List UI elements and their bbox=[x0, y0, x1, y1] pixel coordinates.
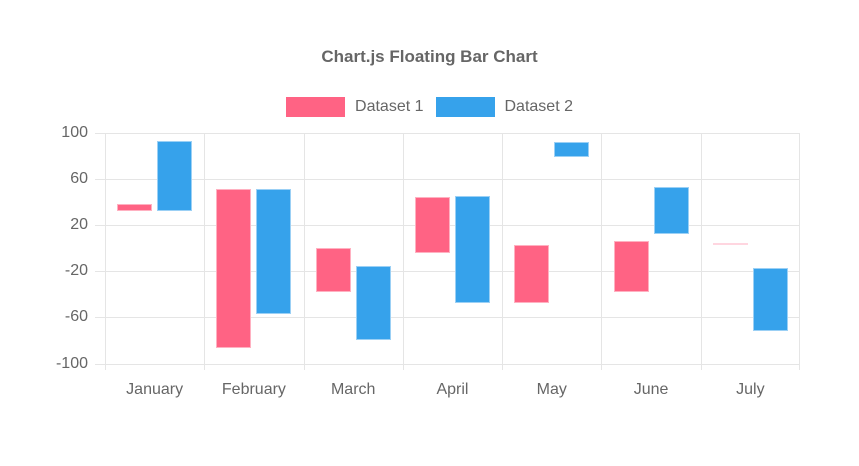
x-tick-label-january: January bbox=[126, 381, 184, 398]
bar-dataset1-july[interactable] bbox=[712, 242, 748, 245]
y-tick-label--100: -100 bbox=[55, 354, 88, 372]
y-tick-label--60: -60 bbox=[64, 308, 88, 326]
legend-swatch-dataset1 bbox=[286, 97, 346, 117]
gridline-y--20 bbox=[95, 271, 800, 273]
bar-dataset1-february[interactable] bbox=[216, 189, 252, 349]
plot-area bbox=[95, 132, 800, 370]
x-tick-label-may: May bbox=[536, 381, 567, 398]
x-tick-label-april: April bbox=[436, 381, 469, 398]
bar-dataset1-may[interactable] bbox=[514, 244, 550, 304]
bar-dataset1-march[interactable] bbox=[315, 248, 351, 292]
legend-swatch-dataset2 bbox=[435, 97, 495, 117]
legend-label-dataset1: Dataset 1 bbox=[355, 98, 424, 115]
gridline-x-3 bbox=[402, 132, 404, 370]
gridline-y-100 bbox=[95, 132, 800, 134]
gridline-y--60 bbox=[95, 317, 800, 319]
gridline-y-60 bbox=[95, 178, 800, 180]
y-tick-label-100: 100 bbox=[61, 123, 88, 141]
bar-dataset2-may[interactable] bbox=[554, 141, 590, 157]
bar-dataset2-july[interactable] bbox=[752, 267, 788, 332]
gridline-x-right bbox=[799, 132, 800, 370]
legend-item-dataset1[interactable]: Dataset 1 bbox=[286, 97, 424, 117]
y-tick-label-60: 60 bbox=[70, 169, 88, 187]
bar-dataset2-january[interactable] bbox=[157, 140, 193, 212]
x-tick-label-february: February bbox=[221, 381, 286, 398]
y-tick-label-20: 20 bbox=[70, 215, 88, 233]
x-tick-label-june: June bbox=[633, 381, 669, 398]
bar-dataset2-april[interactable] bbox=[455, 196, 490, 304]
bar-dataset1-january[interactable] bbox=[117, 204, 153, 212]
bar-dataset2-february[interactable] bbox=[256, 189, 292, 314]
gridline-x-6 bbox=[700, 132, 702, 370]
chart-legend: Dataset 1 Dataset 2 bbox=[0, 97, 859, 117]
gridline-x-2 bbox=[303, 132, 305, 370]
gridline-y--100 bbox=[95, 363, 800, 365]
bar-dataset1-june[interactable] bbox=[613, 241, 649, 292]
gridline-x-1 bbox=[204, 132, 206, 370]
gridline-x-5 bbox=[601, 132, 603, 370]
y-tick-label--20: -20 bbox=[64, 262, 88, 280]
legend-label-dataset2: Dataset 2 bbox=[504, 98, 573, 115]
x-tick-label-july: July bbox=[736, 381, 765, 398]
bar-dataset2-march[interactable] bbox=[355, 266, 391, 341]
bar-dataset2-june[interactable] bbox=[653, 186, 689, 235]
chart-title: Chart.js Floating Bar Chart bbox=[321, 47, 538, 66]
x-tick-label-march: March bbox=[330, 381, 376, 398]
gridline-x-4 bbox=[502, 132, 504, 370]
bar-dataset1-april[interactable] bbox=[415, 197, 450, 253]
gridline-x-0 bbox=[105, 132, 106, 370]
legend-item-dataset2[interactable]: Dataset 2 bbox=[435, 97, 573, 117]
